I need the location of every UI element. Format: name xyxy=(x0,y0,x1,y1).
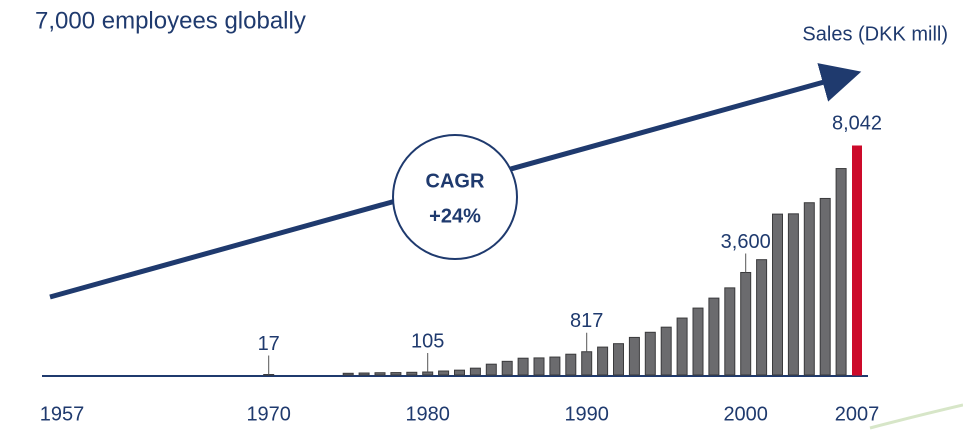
bar xyxy=(852,145,862,376)
bar xyxy=(485,363,497,376)
annotation: +24% xyxy=(429,205,481,227)
bar xyxy=(740,271,752,376)
bar xyxy=(374,372,386,376)
bar xyxy=(469,367,481,376)
bar xyxy=(644,331,656,376)
bar xyxy=(803,202,815,376)
bar xyxy=(390,372,402,376)
bar xyxy=(565,353,577,376)
bar xyxy=(581,351,593,376)
data-label: 8,042 xyxy=(832,112,882,134)
bar xyxy=(454,369,465,376)
bar xyxy=(772,213,783,376)
x-tick-label: 1980 xyxy=(405,403,450,425)
bar xyxy=(517,357,529,376)
x-tick-label: 2007 xyxy=(835,403,880,425)
x-tick-label: 1990 xyxy=(564,403,609,425)
bar xyxy=(787,213,799,376)
bar xyxy=(342,372,354,376)
bar xyxy=(438,370,450,376)
decoration xyxy=(869,403,963,430)
data-label: 817 xyxy=(570,310,603,332)
bar xyxy=(692,307,704,376)
cagr-circle xyxy=(392,134,518,260)
bar xyxy=(549,356,561,376)
x-tick-label: 1970 xyxy=(246,403,291,425)
bar xyxy=(422,371,434,376)
bar xyxy=(708,297,720,376)
axis-label: Sales (DKK mill) xyxy=(802,23,948,45)
bar xyxy=(660,326,672,376)
data-label: 105 xyxy=(411,330,444,352)
data-label: 17 xyxy=(258,333,280,355)
bar xyxy=(819,197,831,376)
bar xyxy=(835,168,847,376)
bar xyxy=(756,259,768,376)
x-tick-label: 1957 xyxy=(40,403,85,425)
bar xyxy=(358,372,370,376)
bar xyxy=(597,346,609,376)
chart-title: 7,000 employees globally xyxy=(35,7,306,34)
bar xyxy=(533,357,545,376)
bar xyxy=(628,336,640,376)
bar xyxy=(501,360,513,376)
bar xyxy=(724,287,736,376)
bar xyxy=(406,371,418,376)
bar xyxy=(613,343,624,376)
annotation: CAGR xyxy=(426,170,485,192)
bar xyxy=(676,317,688,376)
x-tick-label: 2000 xyxy=(723,403,768,425)
data-label: 3,600 xyxy=(721,231,771,253)
